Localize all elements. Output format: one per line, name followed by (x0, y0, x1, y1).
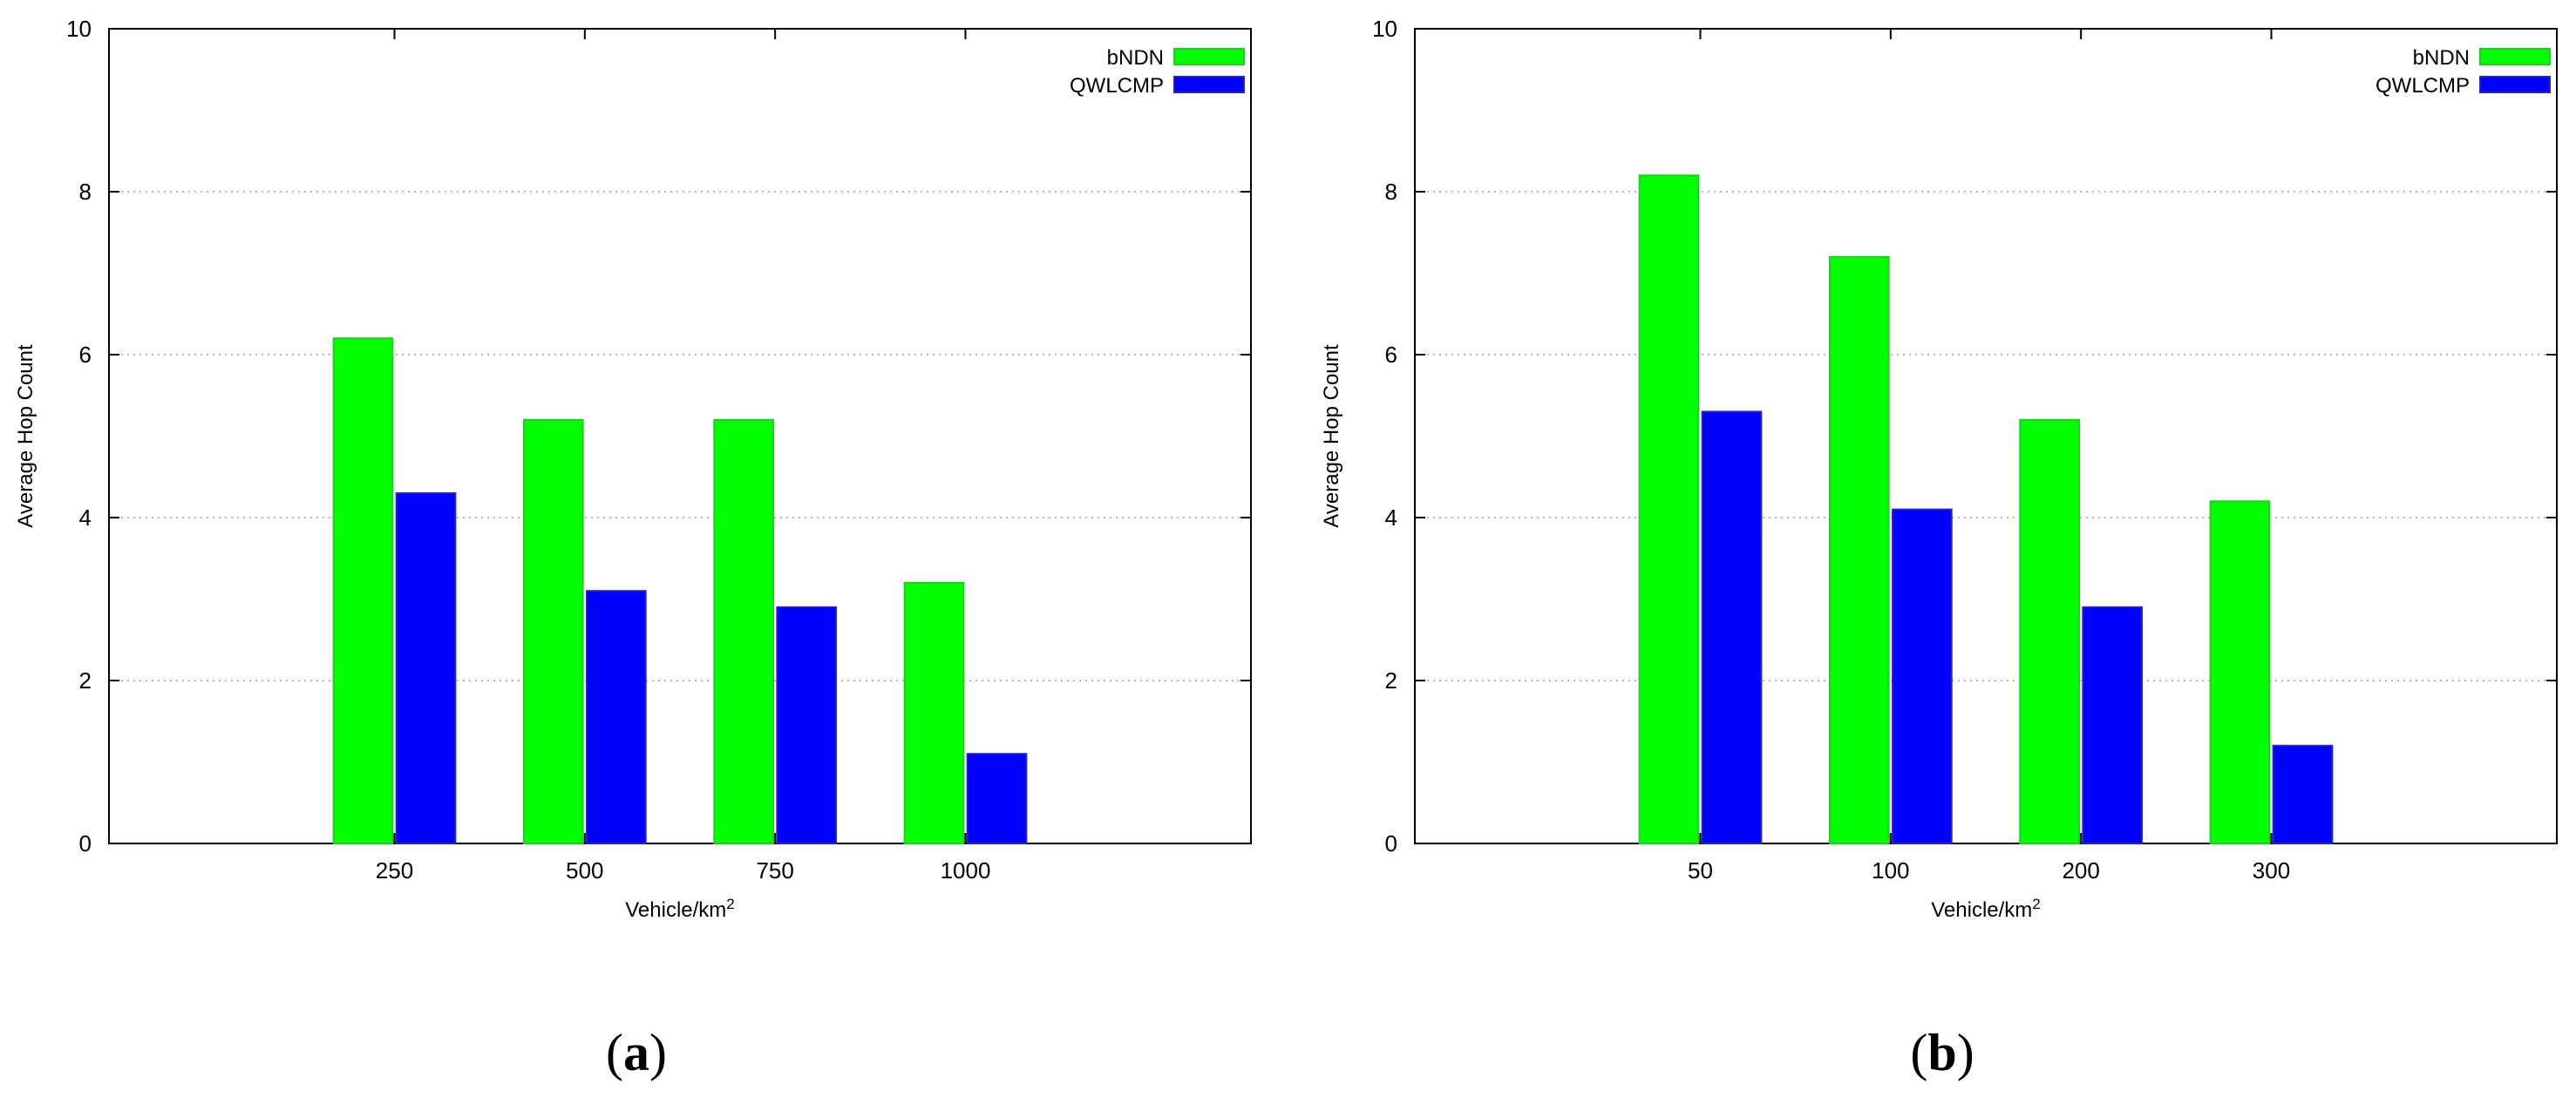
chart-panel-b: 0 2 4 6 8 10 50 100 200 300 Vehicle/km2 Average Hop… (1320, 16, 2558, 1081)
panel-label: (a) (606, 1024, 667, 1081)
panel-letter: b (1927, 1024, 1956, 1081)
bar-bndn-50 (1638, 174, 1700, 845)
bar-qwlcmp-1000 (966, 753, 1028, 845)
bar-bndn-250 (332, 337, 394, 844)
bar-bndn-500 (522, 418, 584, 844)
y-axis-label: Average Hop Count (14, 344, 37, 528)
panel-label: (b) (1910, 1024, 1974, 1081)
x-tick-label: 750 (756, 857, 793, 884)
bar-bndn-100 (1828, 255, 1890, 844)
legend-label: QWLCMP (1070, 74, 1164, 98)
bar-bndn-1000 (903, 581, 965, 844)
x-tick-label: 500 (566, 857, 603, 884)
legend-swatch-qwlcmp (2479, 76, 2551, 93)
y-tick-label: 6 (79, 342, 92, 368)
legend-label: bNDN (1107, 46, 1164, 70)
plot-frame (108, 28, 1252, 844)
x-axis-label-superscript: 2 (726, 896, 734, 912)
bar-bndn-750 (713, 418, 774, 844)
panel-letter: a (623, 1024, 649, 1081)
plot-frame (1414, 28, 2558, 844)
bar-bndn-200 (2019, 418, 2080, 844)
y-tick-label: 10 (1372, 16, 1397, 42)
x-tick-label: 50 (1688, 857, 1713, 884)
y-axis-label: Average Hop Count (1320, 344, 1343, 528)
y-tick-label: 4 (1385, 505, 1397, 531)
bar-qwlcmp-300 (2272, 744, 2334, 844)
legend-swatch-qwlcmp (1173, 76, 1245, 93)
x-tick-label: 200 (2062, 857, 2099, 884)
y-tick-label: 10 (66, 16, 92, 42)
legend-swatch-bndn (1173, 48, 1245, 65)
x-tick-label: 300 (2253, 857, 2290, 884)
bar-qwlcmp-250 (395, 491, 457, 844)
y-tick-label: 2 (79, 667, 92, 694)
x-axis-label: Vehicle/km2 (625, 896, 735, 922)
legend-swatch-bndn (2479, 48, 2551, 65)
bar-qwlcmp-100 (1892, 508, 1953, 845)
bar-qwlcmp-50 (1701, 410, 1763, 844)
y-tick-label: 8 (1385, 179, 1397, 205)
bar-qwlcmp-200 (2082, 606, 2144, 844)
x-axis-label: Vehicle/km2 (1931, 896, 2041, 922)
y-tick-label: 8 (79, 179, 92, 205)
bar-bndn-300 (2209, 500, 2271, 844)
legend-label: bNDN (2413, 46, 2470, 70)
y-tick-label: 4 (79, 505, 92, 531)
chart-panel-a: 0 2 4 6 8 10 250 500 750 1000 Vehicle/km2 Average H… (14, 16, 1252, 1081)
y-tick-label: 2 (1385, 667, 1397, 694)
x-tick-label: 1000 (941, 857, 991, 884)
y-tick-label: 0 (79, 830, 92, 857)
x-tick-label: 250 (376, 857, 413, 884)
legend-label: QWLCMP (2375, 74, 2470, 98)
bar-qwlcmp-750 (776, 606, 838, 844)
x-axis-label-superscript: 2 (2032, 896, 2040, 912)
bar-qwlcmp-500 (586, 590, 647, 845)
y-tick-label: 6 (1385, 342, 1397, 368)
y-tick-label: 0 (1385, 830, 1397, 857)
x-tick-label: 100 (1872, 857, 1909, 884)
